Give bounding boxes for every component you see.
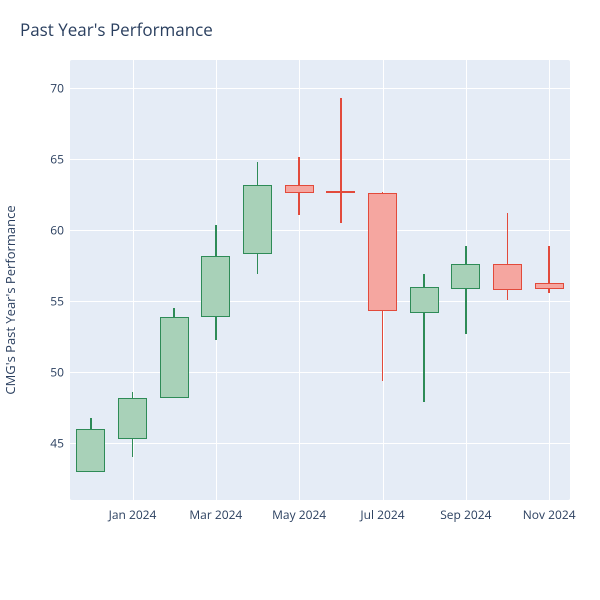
candle-body [451, 264, 480, 288]
candle-wick [340, 98, 342, 223]
candle-body [535, 283, 564, 289]
chart-container: Past Year's Performance CMG's Past Year'… [0, 0, 600, 600]
x-tick-label: May 2024 [272, 506, 326, 523]
x-tick-label: Nov 2024 [523, 506, 576, 523]
gridline-horizontal [70, 88, 570, 89]
y-axis-label: CMG's Past Year's Performance [1, 205, 19, 394]
gridline-horizontal [70, 372, 570, 373]
x-tick-label: Sep 2024 [440, 506, 491, 523]
y-tick-label: 60 [50, 222, 64, 239]
gridline-horizontal [70, 230, 570, 231]
candle-body [326, 191, 355, 194]
candle-body [160, 317, 189, 398]
chart-title: Past Year's Performance [20, 18, 213, 41]
candle-body [243, 185, 272, 255]
candle-body [76, 429, 105, 472]
y-tick-label: 65 [50, 151, 64, 168]
candle-wick [465, 246, 467, 334]
gridline-horizontal [70, 301, 570, 302]
y-tick-label: 45 [50, 435, 64, 452]
candle-body [368, 193, 397, 311]
candle-body [285, 185, 314, 194]
gridline-vertical [299, 60, 300, 500]
plot-area: 455055606570Jan 2024Mar 2024May 2024Jul … [70, 60, 570, 500]
x-tick-label: Jan 2024 [109, 506, 157, 523]
candle-body [201, 256, 230, 317]
gridline-horizontal [70, 443, 570, 444]
y-tick-label: 55 [50, 293, 64, 310]
candle-body [410, 287, 439, 313]
y-tick-label: 70 [50, 80, 64, 97]
y-tick-label: 50 [50, 364, 64, 381]
gridline-horizontal [70, 159, 570, 160]
candle-body [493, 264, 522, 290]
x-tick-label: Jul 2024 [360, 506, 404, 523]
candle-body [118, 398, 147, 439]
x-tick-label: Mar 2024 [189, 506, 242, 523]
